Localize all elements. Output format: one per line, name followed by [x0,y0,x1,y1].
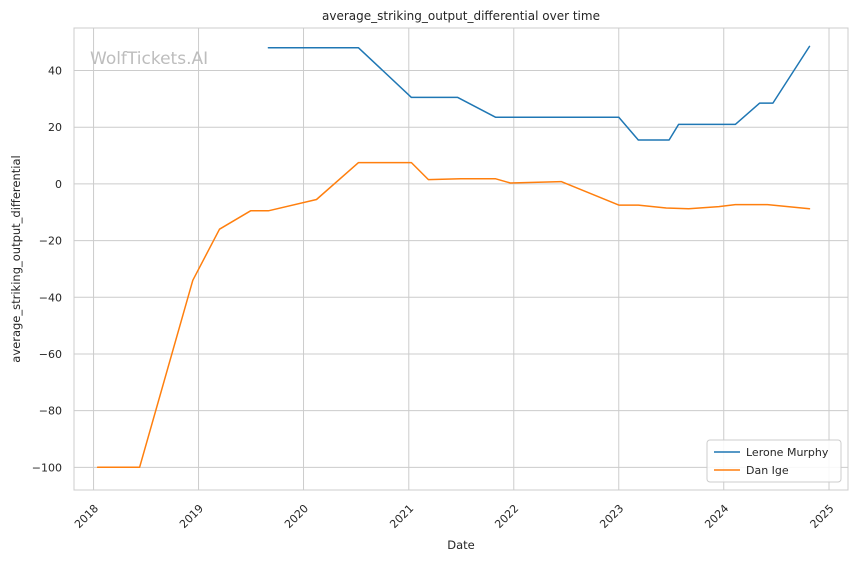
x-tick-label-2019: 2019 [177,502,206,531]
x-tick-label-2020: 2020 [282,502,311,531]
y-tick-label--60: −60 [39,348,62,361]
y-tick-labels: 40 20 0 −20 −40 −60 −80 −100 [32,65,62,475]
watermark: WolfTickets.AI [90,49,208,69]
y-tick-label--40: −40 [39,291,62,304]
chart-title: average_striking_output_differential ove… [322,9,600,23]
x-tick-labels: 2018 2019 2020 2021 2022 2023 2024 2025 [72,502,836,531]
y-axis-title: average_striking_output_differential [9,155,23,362]
y-tick-label-40: 40 [48,65,62,78]
legend: Lerone Murphy Dan Ige [706,439,842,483]
y-tick-label-20: 20 [48,121,62,134]
plot-background [74,28,848,490]
x-tick-label-2024: 2024 [702,502,731,531]
legend-label-dan-ige: Dan Ige [746,464,789,477]
series-line-lerone-murphy [267,45,811,141]
x-gridlines [93,28,830,490]
y-tick-label-0: 0 [55,178,62,191]
y-tick-label--80: −80 [39,405,62,418]
x-tick-label-2025: 2025 [808,502,837,531]
x-axis-title: Date [447,538,475,552]
series-line-dan-ige [96,161,811,469]
plot-frame [73,27,849,491]
y-gridlines [74,70,848,468]
y-tick-label--100: −100 [32,461,62,474]
legend-label-lerone-murphy: Lerone Murphy [746,446,829,459]
x-tick-label-2022: 2022 [492,502,521,531]
x-tick-label-2023: 2023 [597,502,626,531]
x-tick-label-2018: 2018 [72,502,101,531]
legend-box [706,439,842,483]
series-layer [96,45,811,469]
x-tick-label-2021: 2021 [387,502,416,531]
y-tick-label--20: −20 [39,235,62,248]
